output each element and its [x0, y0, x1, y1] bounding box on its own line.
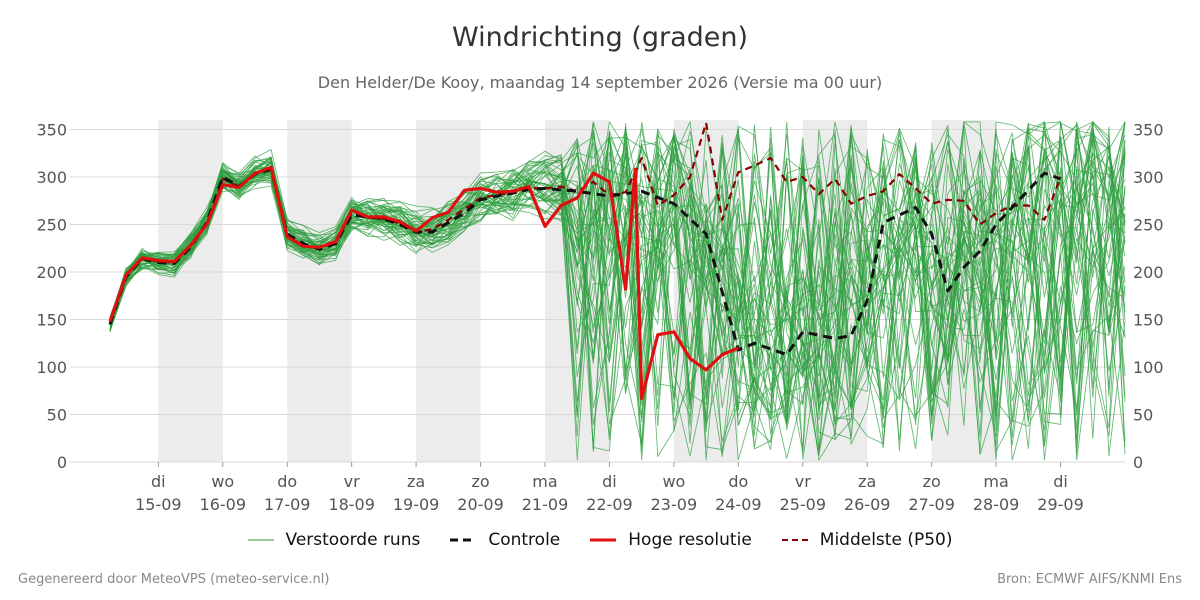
x-tick-day-7: di — [602, 472, 617, 491]
x-tick-date-4: 19-09 — [393, 495, 440, 514]
x-tick-date-9: 24-09 — [715, 495, 762, 514]
x-tick-date-12: 27-09 — [908, 495, 955, 514]
x-tick-date-14: 29-09 — [1037, 495, 1084, 514]
legend-swatch-perturbed — [247, 539, 274, 541]
y-tick-left-0: 0 — [57, 453, 67, 472]
x-tick-day-12: zo — [923, 472, 941, 491]
night-band-1 — [287, 120, 352, 462]
x-tick-day-0: di — [151, 472, 166, 491]
y-axis-right: 0 50 100 150 200 250 300 350 — [1133, 121, 1164, 473]
legend-label-perturbed: Verstoorde runs — [285, 530, 421, 550]
legend-item-perturbed: Verstoorde runs — [247, 530, 421, 550]
night-band-0 — [158, 120, 223, 462]
x-tick-day-6: ma — [532, 472, 557, 491]
x-tick-date-2: 17-09 — [264, 495, 311, 514]
legend-swatch-hires — [590, 538, 617, 542]
x-tick-date-10: 25-09 — [780, 495, 827, 514]
x-tick-day-4: za — [407, 472, 425, 491]
y-tick-left-350: 350 — [36, 121, 67, 140]
perturbed-run-49 — [109, 127, 1126, 437]
main-series — [108, 121, 1062, 400]
x-tick-date-13: 28-09 — [973, 495, 1020, 514]
y-tick-left-150: 150 — [36, 311, 67, 330]
x-tick-date-3: 18-09 — [328, 495, 375, 514]
perturbed-run-47 — [109, 122, 1126, 455]
y-tick-right-0: 0 — [1133, 453, 1143, 472]
y-tick-left-250: 250 — [36, 216, 67, 235]
x-tick-day-9: do — [728, 472, 748, 491]
x-tick-date-11: 26-09 — [844, 495, 891, 514]
y-tick-right-150: 150 — [1133, 311, 1164, 330]
y-axis-left: 0 50 100 150 200 250 300 350 — [36, 121, 67, 473]
x-axis: di 15-09 wo 16-09 do 17-09 vr 18-09 za 19-09 zo 20-… — [135, 462, 1084, 514]
chart-title: Windrichting (graden) — [451, 22, 749, 53]
legend-item-control: Controle — [450, 530, 560, 550]
x-tick-date-6: 21-09 — [522, 495, 569, 514]
x-tick-day-13: ma — [983, 472, 1008, 491]
footer-generator: Gegenereerd door MeteoVPS (meteo-service… — [18, 572, 330, 587]
legend-label-hires: Hoge resolutie — [628, 530, 752, 550]
legend-swatch-median — [781, 539, 808, 541]
night-band-2 — [416, 120, 481, 462]
legend-item-median: Middelste (P50) — [781, 530, 953, 550]
y-tick-left-100: 100 — [36, 358, 67, 377]
y-tick-right-200: 200 — [1133, 263, 1164, 282]
x-tick-day-1: wo — [211, 472, 234, 491]
x-tick-date-1: 16-09 — [200, 495, 247, 514]
y-tick-right-300: 300 — [1133, 168, 1164, 187]
legend-label-median: Middelste (P50) — [819, 530, 953, 550]
x-tick-date-7: 22-09 — [586, 495, 633, 514]
x-tick-day-10: vr — [795, 472, 811, 491]
hires-line — [108, 165, 739, 400]
legend: Verstoorde runs Controle Hoge resolutie … — [0, 530, 1200, 550]
y-tick-left-50: 50 — [47, 406, 67, 425]
legend-swatch-control — [450, 538, 477, 542]
footer-source: Bron: ECMWF AIFS/KNMI Ens — [997, 572, 1182, 587]
x-tick-date-0: 15-09 — [135, 495, 182, 514]
x-tick-day-14: di — [1053, 472, 1068, 491]
x-tick-day-5: zo — [471, 472, 489, 491]
y-tick-right-250: 250 — [1133, 216, 1164, 235]
y-tick-right-50: 50 — [1133, 406, 1153, 425]
x-tick-date-5: 20-09 — [457, 495, 504, 514]
y-tick-left-300: 300 — [36, 168, 67, 187]
x-tick-day-8: wo — [662, 472, 685, 491]
x-tick-day-3: vr — [344, 472, 360, 491]
x-tick-day-2: do — [277, 472, 297, 491]
x-tick-date-8: 23-09 — [651, 495, 698, 514]
x-tick-day-11: za — [858, 472, 876, 491]
y-tick-left-200: 200 — [36, 263, 67, 282]
chart-subtitle: Den Helder/De Kooy, maandag 14 september… — [317, 73, 883, 92]
y-tick-right-350: 350 — [1133, 121, 1164, 140]
legend-label-control: Controle — [488, 530, 561, 550]
y-tick-right-100: 100 — [1133, 358, 1164, 377]
legend-item-hires: Hoge resolutie — [590, 530, 752, 550]
